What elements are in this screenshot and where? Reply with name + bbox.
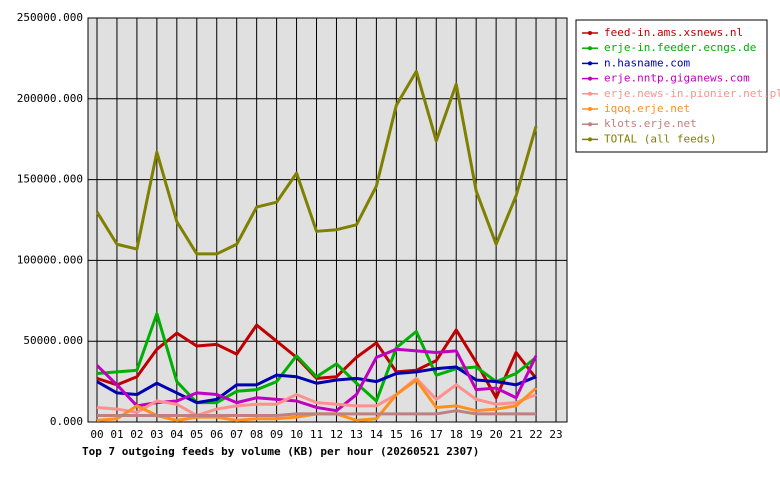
legend-label: erje.news-in.pionier.net.pl <box>604 87 780 100</box>
x-tick-label: 04 <box>170 428 184 441</box>
series-line <box>96 312 537 405</box>
legend-label: erje-in.feeder.ecngs.de <box>604 41 756 54</box>
x-tick-label: 13 <box>350 428 363 441</box>
x-tick-label: 17 <box>430 428 443 441</box>
plot-area <box>87 17 568 423</box>
legend-dot <box>588 31 592 35</box>
x-tick-label: 15 <box>390 428 403 441</box>
x-tick-label: 09 <box>270 428 283 441</box>
x-tick-label: 08 <box>250 428 263 441</box>
legend-dot <box>588 61 592 66</box>
y-tick-label: 250000.000 <box>17 11 83 24</box>
x-tick-label: 22 <box>529 428 542 441</box>
legend-dot <box>588 91 592 96</box>
legend-dot <box>588 122 592 127</box>
x-tick-label: 20 <box>490 428 503 441</box>
legend-label: n.hasname.com <box>604 56 690 69</box>
legend-label: feed-in.ams.xsnews.nl <box>604 26 743 39</box>
x-tick-label: 23 <box>549 428 562 441</box>
chart-title: Top 7 outgoing feeds by volume (KB) per … <box>82 445 479 458</box>
legend-dot <box>588 76 592 81</box>
x-tick-label: 01 <box>110 428 123 441</box>
legend-label: erje.nntp.giganews.com <box>604 72 750 85</box>
legend-dot <box>588 137 592 142</box>
y-tick-label: 50000.000 <box>23 334 83 347</box>
y-tick-label: 0.000 <box>50 415 83 428</box>
x-tick-label: 12 <box>330 428 343 441</box>
legend-dot <box>588 107 592 111</box>
x-tick-label: 16 <box>410 428 423 441</box>
x-tick-label: 10 <box>290 428 303 441</box>
x-tick-label: 21 <box>509 428 522 441</box>
legend-dot <box>588 46 592 51</box>
legend-box <box>575 19 768 153</box>
legend-label: klots.erje.net <box>604 117 697 130</box>
x-tick-label: 07 <box>230 428 243 441</box>
y-tick-label: 100000.000 <box>17 253 83 266</box>
x-tick-label: 11 <box>310 428 323 441</box>
series-line <box>96 323 538 400</box>
x-tick-label: 05 <box>190 428 203 441</box>
y-tick-label: 200000.000 <box>17 92 83 105</box>
x-tick-label: 03 <box>150 428 163 441</box>
x-tick-label: 19 <box>470 428 483 441</box>
series-line <box>95 69 538 256</box>
x-tick-label: 14 <box>370 428 384 441</box>
x-tick-label: 00 <box>90 428 103 441</box>
legend-label: TOTAL (all feeds) <box>604 132 717 145</box>
x-tick-label: 06 <box>210 428 223 441</box>
series-line <box>96 376 537 418</box>
series-line <box>95 347 538 413</box>
x-tick-label: 18 <box>450 428 463 441</box>
series-line <box>97 409 537 418</box>
legend-label: iqoq.erje.net <box>604 102 690 115</box>
x-tick-label: 02 <box>130 428 143 441</box>
series-line <box>96 365 537 405</box>
y-tick-label: 150000.000 <box>17 173 83 186</box>
